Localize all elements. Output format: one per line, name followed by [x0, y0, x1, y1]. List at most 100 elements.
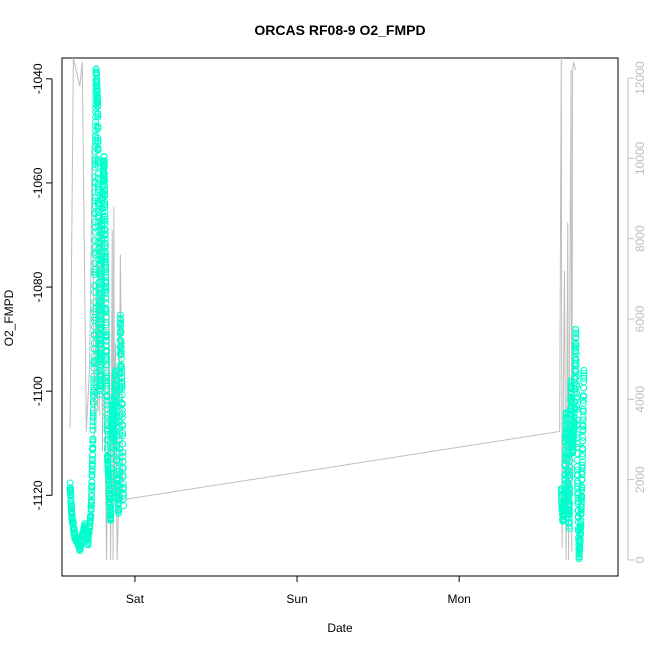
data-point	[117, 347, 125, 355]
data-point	[94, 134, 102, 142]
data-point	[84, 538, 92, 546]
data-point	[89, 422, 97, 430]
data-point	[94, 113, 102, 121]
data-point	[84, 541, 92, 549]
data-point	[573, 456, 581, 464]
data-point	[88, 483, 96, 491]
data-point	[100, 153, 108, 161]
data-point	[88, 460, 96, 468]
y-tick-label-right: 4000	[633, 386, 647, 413]
data-point	[101, 239, 109, 247]
data-point	[85, 529, 93, 537]
data-point	[107, 508, 115, 516]
data-point	[88, 462, 96, 470]
data-point	[100, 178, 108, 186]
data-point	[89, 398, 97, 406]
y-axis-label: O2_FMPD	[2, 289, 16, 346]
data-point	[119, 448, 127, 456]
data-point	[103, 353, 111, 361]
data-point	[118, 410, 126, 418]
data-point	[580, 366, 588, 374]
data-point	[579, 433, 587, 441]
x-tick-label: Sun	[286, 592, 307, 606]
data-point	[94, 188, 102, 196]
data-point	[573, 388, 581, 396]
data-point	[101, 213, 109, 221]
y-tick-label-left: -1060	[31, 167, 45, 198]
data-point	[578, 486, 586, 494]
data-point	[96, 383, 104, 391]
data-point	[88, 471, 96, 479]
data-point	[101, 215, 109, 223]
data-point	[578, 461, 586, 469]
y-tick-label-right: 8000	[633, 225, 647, 252]
data-point	[88, 486, 96, 494]
data-point	[112, 403, 120, 411]
data-point	[119, 473, 127, 481]
data-point	[119, 432, 127, 440]
data-point	[566, 468, 574, 476]
data-point	[566, 499, 574, 507]
data-point	[119, 440, 127, 448]
data-point	[89, 393, 97, 401]
data-point	[116, 311, 124, 319]
data-point	[118, 369, 126, 377]
data-point	[577, 500, 585, 508]
data-point	[89, 426, 97, 434]
data-point	[101, 203, 109, 211]
data-point	[115, 449, 123, 457]
data-point	[580, 393, 588, 401]
data-point	[118, 378, 126, 386]
data-point	[106, 504, 114, 512]
data-point	[574, 477, 582, 485]
data-point	[102, 304, 110, 312]
data-point	[101, 220, 109, 228]
data-point	[572, 330, 580, 338]
data-point	[100, 182, 108, 190]
data-point	[117, 337, 125, 345]
data-point	[572, 326, 580, 334]
data-point	[573, 405, 581, 413]
data-point	[116, 316, 124, 324]
data-point	[572, 373, 580, 381]
data-point	[102, 321, 110, 329]
data-point	[112, 387, 120, 395]
data-point	[579, 446, 587, 454]
data-point	[91, 218, 99, 226]
data-point	[115, 431, 123, 439]
data-point	[94, 144, 102, 152]
data-point	[107, 515, 115, 523]
data-point	[89, 438, 97, 446]
data-point	[93, 77, 101, 85]
data-point	[580, 369, 588, 377]
y-tick-label-right: 6000	[633, 305, 647, 332]
data-point	[66, 484, 74, 492]
data-point	[118, 413, 126, 421]
data-point	[579, 416, 587, 424]
data-point	[89, 409, 97, 417]
data-point	[119, 480, 127, 488]
data-point	[565, 522, 573, 530]
data-point	[94, 102, 102, 110]
data-point	[103, 397, 111, 405]
data-point	[107, 512, 115, 520]
data-point	[578, 468, 586, 476]
data-point	[103, 382, 111, 390]
data-point	[572, 342, 580, 350]
data-point	[89, 400, 97, 408]
data-point	[576, 544, 584, 552]
data-point	[578, 458, 586, 466]
data-point	[572, 333, 580, 341]
data-point	[579, 396, 587, 404]
data-point	[115, 505, 123, 513]
data-point	[100, 163, 108, 171]
data-point	[95, 214, 103, 222]
data-point	[94, 111, 102, 119]
y-tick-label-right: 0	[633, 556, 647, 563]
data-point	[562, 417, 570, 425]
data-point	[115, 509, 123, 517]
data-point	[107, 495, 115, 503]
data-point	[97, 323, 105, 331]
data-point	[102, 331, 110, 339]
data-point	[119, 429, 127, 437]
